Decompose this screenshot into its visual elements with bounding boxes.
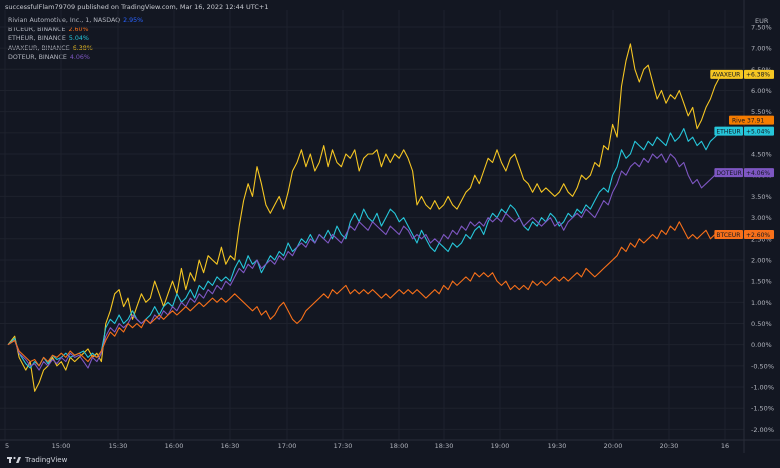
series-value-tag: +4.06% bbox=[746, 170, 770, 177]
series-value-tag: +5.04% bbox=[746, 128, 770, 135]
legend-label: Rivian Automotive, Inc., 1, NASDAQ bbox=[8, 17, 121, 24]
series-line-avaxeur bbox=[7, 43, 727, 392]
series-name-tag-bg bbox=[714, 168, 743, 178]
y-tick-label: 7.50% bbox=[751, 23, 772, 31]
tradingview-logo-icon bbox=[7, 456, 21, 463]
x-tick-label: 19:00 bbox=[491, 442, 510, 450]
x-tick-label: 20:30 bbox=[660, 442, 679, 450]
series-name-tag: BTCEUR bbox=[716, 232, 740, 239]
x-tick-label: 20:00 bbox=[604, 442, 623, 450]
x-tick-label: 17:30 bbox=[334, 442, 353, 450]
x-tick-label: 16:00 bbox=[165, 442, 184, 450]
y-tick-label: 2.50% bbox=[751, 235, 772, 243]
series-name-tag-bg bbox=[714, 126, 743, 136]
x-tick-label: 18:30 bbox=[435, 442, 454, 450]
x-tick-label: 15:30 bbox=[109, 442, 128, 450]
footer bbox=[0, 453, 780, 468]
series-name-tag-bg bbox=[714, 230, 743, 240]
rivian-price-tag-bg bbox=[729, 115, 774, 125]
y-tick-label: 1.50% bbox=[751, 278, 772, 286]
currency-label: EUR bbox=[755, 17, 769, 25]
series-name-tag: DOTEUR bbox=[716, 170, 741, 177]
series-name-tag: ETHEUR bbox=[716, 128, 740, 135]
y-tick-label: 6.00% bbox=[751, 87, 772, 95]
series-name-tag: AVAXEUR bbox=[712, 72, 740, 79]
y-tick-label: -0.50% bbox=[751, 362, 774, 370]
legend-value: 4.06% bbox=[69, 53, 90, 61]
y-tick-label: 5.50% bbox=[751, 108, 772, 116]
legend-value: 2.95% bbox=[123, 17, 144, 24]
series-value-tag: +2.60% bbox=[746, 232, 770, 239]
legend-item[interactable]: BTCEUR, BINANCE 2.60% bbox=[8, 25, 143, 34]
y-tick-label: 3.50% bbox=[751, 193, 772, 201]
x-tick-label: 16:30 bbox=[221, 442, 240, 450]
y-tick-label: 0.50% bbox=[751, 320, 772, 328]
x-tick-label: 15:00 bbox=[52, 442, 71, 450]
legend-item[interactable]: Rivian Automotive, Inc., 1, NASDAQ 2.95% bbox=[8, 16, 143, 25]
y-tick-label: 6.50% bbox=[751, 66, 772, 74]
y-tick-label: 4.50% bbox=[751, 151, 772, 159]
series-name-tag-bg bbox=[710, 69, 743, 79]
y-tick-label: 7.00% bbox=[751, 45, 772, 53]
legend-item[interactable]: DOTEUR, BINANCE 4.06% bbox=[8, 53, 143, 62]
y-tick-label: -2.00% bbox=[751, 426, 774, 434]
x-tick-label: 18:00 bbox=[390, 442, 409, 450]
x-tick-label: 5 bbox=[5, 442, 9, 450]
series-value-tag-bg bbox=[744, 230, 774, 240]
y-tick-label: 2.00% bbox=[751, 256, 772, 264]
publish-header: successfulFlam79709 published on Trading… bbox=[5, 3, 269, 11]
legend-item[interactable]: ETHEUR, BINANCE 5.04% bbox=[8, 34, 143, 43]
legend-label: DOTEUR, BINANCE bbox=[8, 53, 67, 61]
series-value-tag: +6.38% bbox=[746, 72, 770, 79]
brand-name: TradingView bbox=[25, 456, 68, 464]
series-value-tag-bg bbox=[744, 69, 774, 79]
legend-label: BTCEUR, BINANCE bbox=[8, 26, 66, 34]
y-tick-label: 3.00% bbox=[751, 214, 772, 222]
x-tick-label: 19:30 bbox=[548, 442, 567, 450]
series-value-tag-bg bbox=[744, 168, 774, 178]
series-value-tag-bg bbox=[744, 126, 774, 136]
y-tick-label: 0.00% bbox=[751, 341, 772, 349]
y-tick-label: -1.00% bbox=[751, 384, 774, 392]
legend-value: 2.60% bbox=[68, 26, 89, 34]
legend-value: 5.04% bbox=[68, 35, 89, 43]
legend-label: ETHEUR, BINANCE bbox=[8, 35, 66, 43]
y-tick-label: 1.00% bbox=[751, 299, 772, 307]
x-tick-label: 17:00 bbox=[278, 442, 297, 450]
x-tick-label: 16 bbox=[721, 442, 729, 450]
series-line-btceur bbox=[7, 221, 726, 367]
y-tick-label: -1.50% bbox=[751, 405, 774, 413]
series-line-etheur bbox=[7, 128, 727, 369]
tradingview-brand[interactable]: TradingView bbox=[7, 456, 67, 464]
rivian-price-tag: Rive 37.91 bbox=[732, 117, 764, 124]
series-line-doteur bbox=[7, 153, 727, 371]
